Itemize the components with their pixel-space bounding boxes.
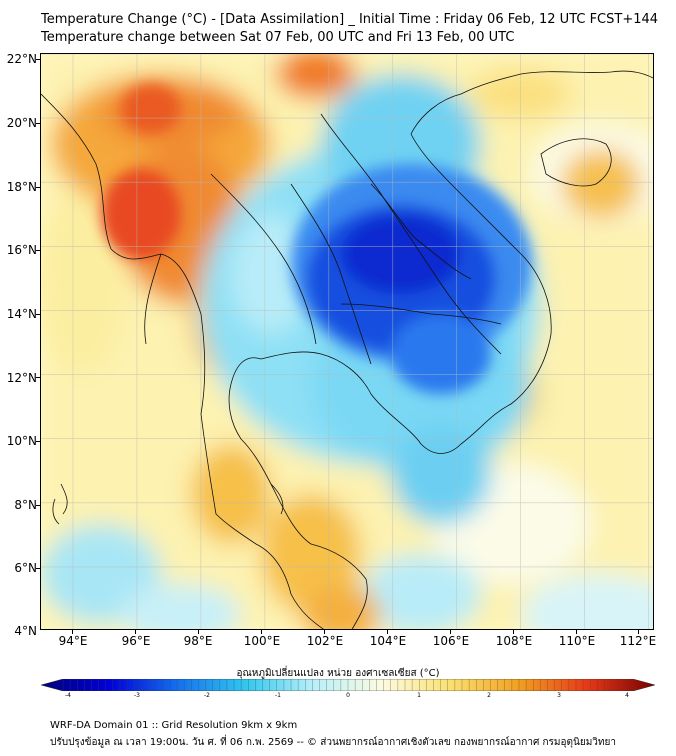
colorbar-tick-label: -4: [65, 692, 71, 699]
coastlines: [41, 70, 653, 629]
chart-title: Temperature Change (°C) - [Data Assimila…: [41, 12, 659, 27]
chart-subtitle: Temperature change between Sat 07 Feb, 0…: [41, 30, 515, 45]
colorbar-tick-label: -3: [134, 692, 140, 699]
colorbar-tick-label: -2: [204, 692, 210, 699]
lon-label: 100°E: [243, 634, 281, 648]
lat-label: 14°N: [6, 307, 37, 321]
lat-label: 16°N: [6, 243, 37, 257]
lon-label: 102°E: [306, 634, 344, 648]
lat-label: 8°N: [14, 498, 37, 512]
graticule: [41, 54, 653, 629]
colorbar: [41, 679, 655, 691]
colorbar-tick-label: -1: [275, 692, 281, 699]
cold-core: [101, 84, 531, 394]
lon-label: 106°E: [432, 634, 470, 648]
lat-label: 6°N: [14, 561, 37, 575]
lon-label: 96°E: [121, 634, 151, 648]
colorbar-tick-label: 3: [557, 692, 561, 699]
colorbar-tick-label: 2: [487, 692, 491, 699]
lon-label: 110°E: [558, 634, 596, 648]
lat-label: 12°N: [6, 371, 37, 385]
lat-label: 20°N: [6, 116, 37, 130]
lon-label: 98°E: [183, 634, 213, 648]
lat-label: 22°N: [6, 52, 37, 66]
temperature-change-map: [40, 53, 654, 630]
colorbar-tick-label: 0: [346, 692, 350, 699]
lon-label: 104°E: [369, 634, 407, 648]
colorbar-title: อุณหภูมิเปลี่ยนแปลง หน่วย องศาเซลเซียส (…: [236, 668, 440, 679]
footer-model-info: WRF-DA Domain 01 :: Grid Resolution 9km …: [50, 720, 298, 731]
lon-label: 112°E: [619, 634, 657, 648]
lon-label: 108°E: [495, 634, 533, 648]
lat-label: 10°N: [6, 434, 37, 448]
map-canvas: [41, 54, 653, 629]
lon-label: 94°E: [58, 634, 88, 648]
lat-label: 4°N: [14, 624, 37, 638]
lat-label: 18°N: [6, 180, 37, 194]
colorbar-tick-label: 1: [417, 692, 421, 699]
colorbar-tick-label: 4: [625, 692, 629, 699]
footer-update-info: ปรับปรุงข้อมูล ณ เวลา 19:00น. วัน ศ. ที่…: [50, 737, 616, 748]
